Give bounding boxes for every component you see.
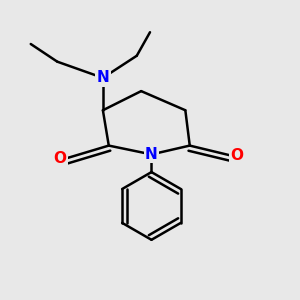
Text: N: N [145, 147, 158, 162]
Text: O: O [54, 151, 67, 166]
Text: O: O [230, 148, 243, 164]
Text: N: N [97, 70, 109, 86]
